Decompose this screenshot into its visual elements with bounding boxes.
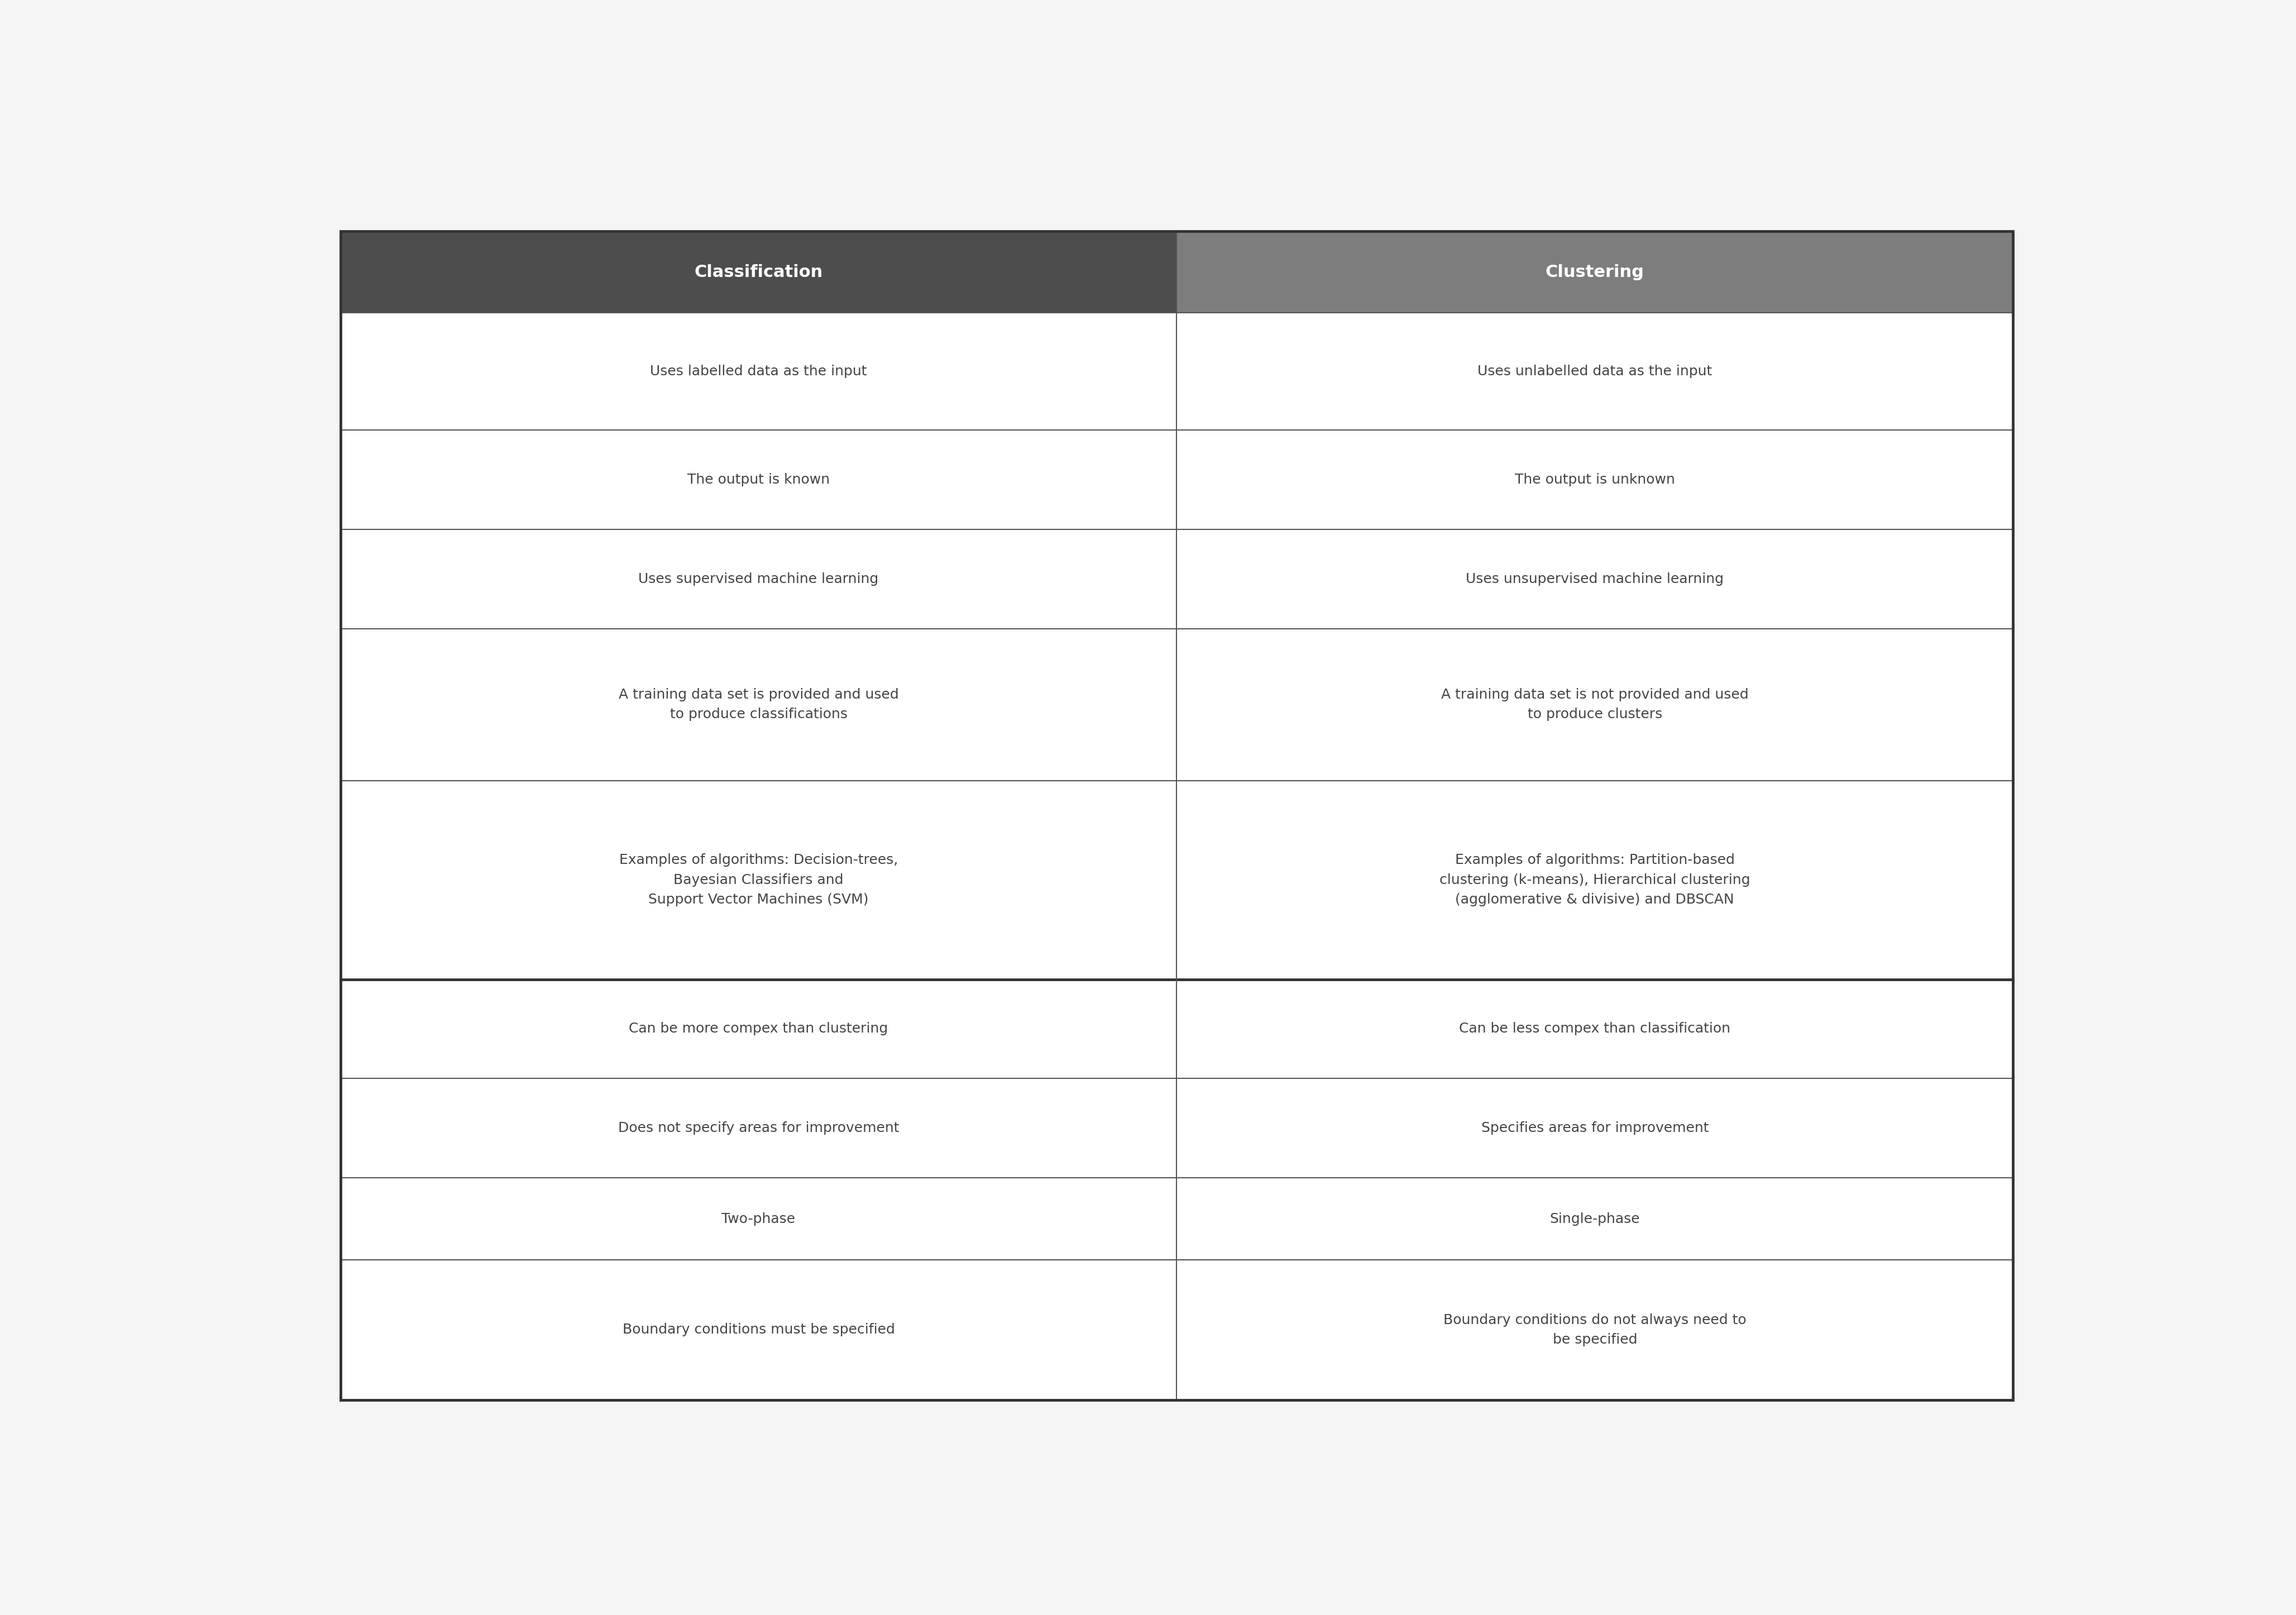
Text: The output is known: The output is known	[687, 473, 829, 486]
Bar	[1178, 979, 2014, 1079]
Text: Classification: Classification	[693, 263, 822, 279]
Bar	[340, 313, 1178, 430]
Bar	[1178, 1177, 2014, 1260]
Bar	[1178, 628, 2014, 780]
Text: The output is unknown: The output is unknown	[1515, 473, 1676, 486]
Bar	[340, 1079, 1178, 1177]
Text: Boundary conditions must be specified: Boundary conditions must be specified	[622, 1323, 895, 1337]
Bar	[340, 1260, 1178, 1400]
Bar	[1178, 780, 2014, 979]
Text: Can be less compex than classification: Can be less compex than classification	[1460, 1022, 1731, 1035]
Bar	[340, 430, 1178, 530]
Bar	[1178, 530, 2014, 628]
Text: Uses labelled data as the input: Uses labelled data as the input	[650, 365, 868, 378]
Text: Specifies areas for improvement: Specifies areas for improvement	[1481, 1121, 1708, 1135]
Text: Uses supervised machine learning: Uses supervised machine learning	[638, 572, 879, 586]
Bar	[340, 1177, 1178, 1260]
Text: Single-phase: Single-phase	[1550, 1213, 1639, 1226]
Text: Examples of algorithms: Decision-trees,
Bayesian Classifiers and
Support Vector : Examples of algorithms: Decision-trees, …	[620, 853, 898, 906]
Text: Clustering: Clustering	[1545, 263, 1644, 279]
Text: Boundary conditions do not always need to
be specified: Boundary conditions do not always need t…	[1444, 1313, 1747, 1347]
Bar	[1178, 1260, 2014, 1400]
Text: Uses unsupervised machine learning: Uses unsupervised machine learning	[1465, 572, 1724, 586]
Bar	[1178, 1079, 2014, 1177]
Text: Two-phase: Two-phase	[721, 1213, 794, 1226]
Text: Can be more compex than clustering: Can be more compex than clustering	[629, 1022, 889, 1035]
Bar	[340, 780, 1178, 979]
Bar	[340, 530, 1178, 628]
Text: A training data set is not provided and used
to produce clusters: A training data set is not provided and …	[1442, 688, 1750, 722]
Bar	[340, 979, 1178, 1079]
Bar	[340, 628, 1178, 780]
Bar	[1178, 313, 2014, 430]
Bar	[1178, 231, 2014, 313]
Bar	[340, 231, 1178, 313]
Text: A training data set is provided and used
to produce classifications: A training data set is provided and used…	[618, 688, 898, 722]
Text: Examples of algorithms: Partition-based
clustering (k-means), Hierarchical clust: Examples of algorithms: Partition-based …	[1440, 853, 1750, 906]
Text: Uses unlabelled data as the input: Uses unlabelled data as the input	[1479, 365, 1713, 378]
Bar	[1178, 430, 2014, 530]
Text: Does not specify areas for improvement: Does not specify areas for improvement	[618, 1121, 900, 1135]
